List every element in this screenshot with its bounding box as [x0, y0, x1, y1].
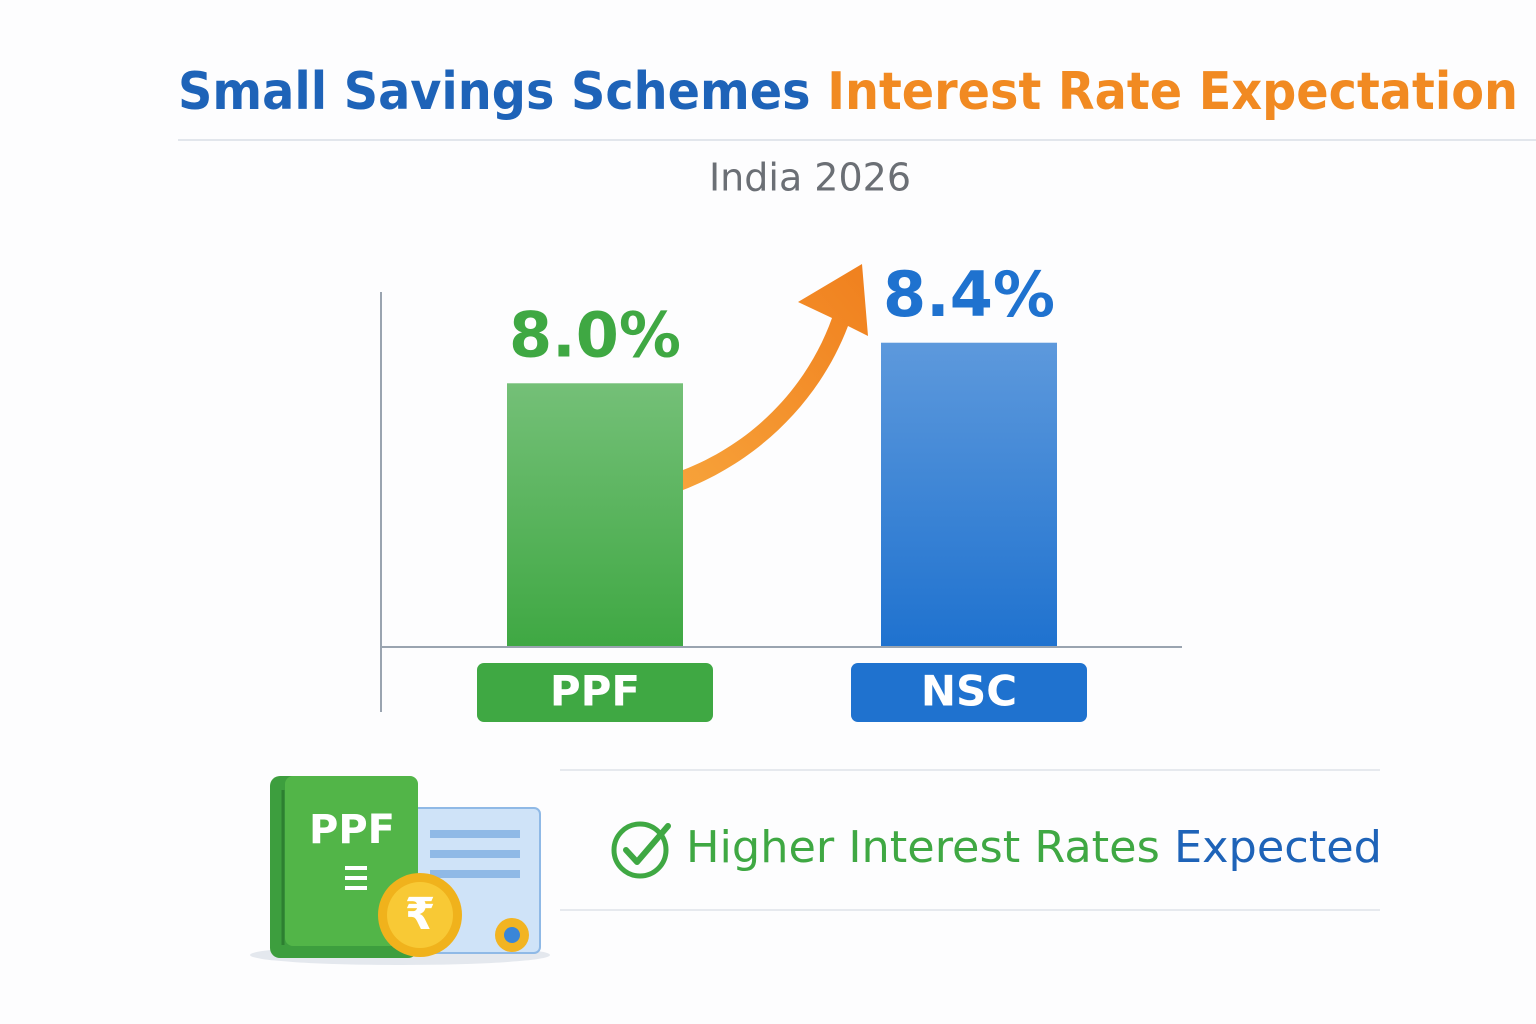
annotation-part: Expected	[1174, 822, 1382, 873]
savings-icon: PPF ₹	[250, 776, 550, 965]
plot: 8.0% PPF 8.4% NSC	[477, 258, 1087, 722]
x-tick-label: NSC	[921, 667, 1017, 716]
value-label: 8.4%	[883, 258, 1055, 331]
annotation-part: Higher Interest Rates	[686, 822, 1160, 873]
chart-title: Small Savings Schemes Interest Rate Expe…	[178, 62, 1518, 122]
bar	[507, 383, 683, 646]
trend-arrow	[683, 264, 868, 490]
title-part: Interest Rate Expectation	[827, 62, 1518, 122]
annotation: Higher Interest Rates Expected	[686, 822, 1382, 873]
title-part: Small Savings Schemes	[178, 62, 811, 122]
category-box	[851, 663, 1087, 722]
svg-text:₹: ₹	[405, 889, 436, 940]
icon-label: PPF	[309, 807, 395, 853]
bar	[881, 342, 1057, 646]
chart-subtitle: India 2026	[709, 156, 911, 200]
value-label: 8.0%	[509, 298, 681, 371]
check-icon	[611, 821, 671, 879]
category-box	[477, 663, 713, 722]
x-tick-label: PPF	[550, 667, 640, 716]
